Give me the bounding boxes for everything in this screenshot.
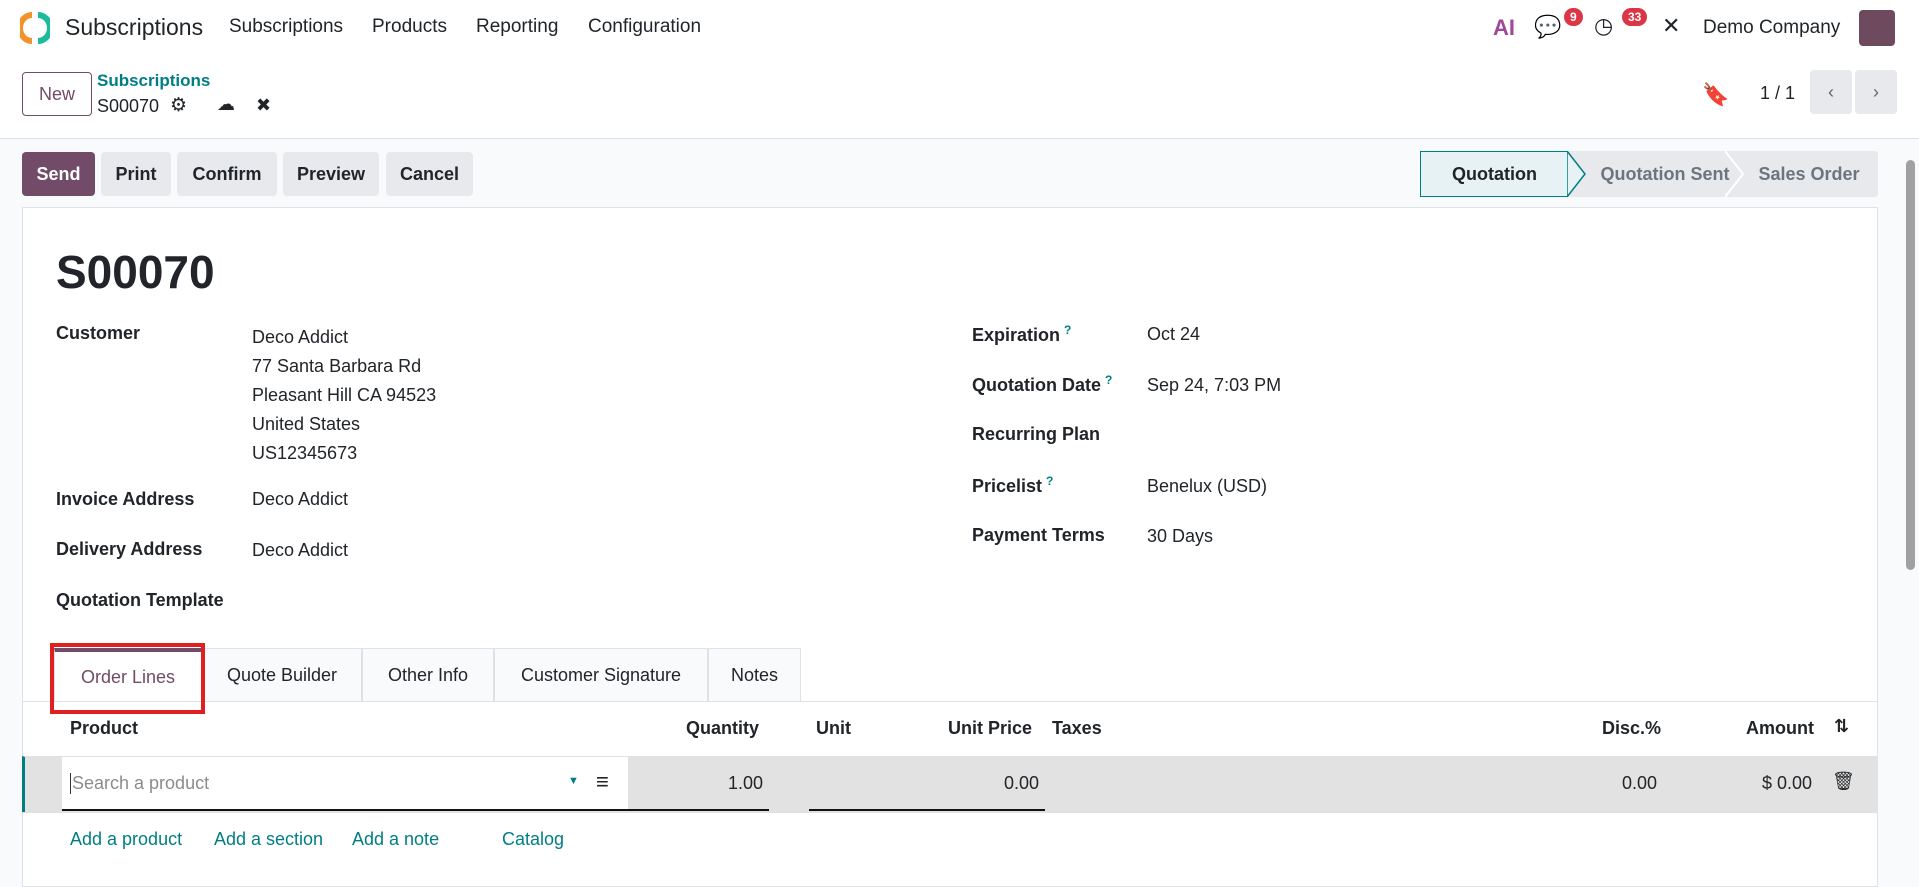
discard-icon[interactable]: ✖ [256, 95, 272, 115]
control-panel: New Subscriptions S00070 ⚙ ☁ ✖ 🔖 1 / 1 ‹… [0, 56, 1919, 139]
quotation-date-label: Quotation Date? [972, 373, 1113, 395]
column-taxes[interactable]: Taxes [1052, 718, 1102, 738]
customer-street: 77 Santa Barbara Rd [252, 356, 422, 376]
menu-subscriptions[interactable]: Subscriptions [229, 16, 344, 37]
bookmark-icon[interactable]: 🔖 [1702, 82, 1730, 107]
subscriptions-logo-icon[interactable] [20, 12, 50, 44]
quantity-field[interactable]: 1.00 [628, 757, 769, 811]
amount-value: $ 0.00 [1762, 773, 1813, 793]
product-placeholder: Search a product [70, 773, 210, 794]
next-record-button[interactable]: › [1855, 70, 1897, 114]
help-icon[interactable]: ? [1046, 474, 1054, 488]
pager-value[interactable]: 1 / 1 [1760, 83, 1796, 103]
tab-quote-builder[interactable]: Quote Builder [202, 648, 362, 702]
customer-vat: US12345673 [252, 443, 358, 463]
delivery-address-label: Delivery Address [56, 539, 203, 559]
customer-label: Customer [56, 323, 141, 343]
stage-sales-order[interactable]: Sales Order [1758, 163, 1860, 184]
statusbar: Quotation Quotation Sent Sales Order [1420, 151, 1878, 197]
stage-quotation-sent[interactable]: Quotation Sent [1600, 163, 1730, 184]
breadcrumb-subscriptions[interactable]: Subscriptions [97, 71, 211, 90]
trash-icon[interactable]: 🗑 [1832, 771, 1855, 791]
row-divider [22, 812, 1878, 813]
customer-field[interactable]: Deco Addict 77 Santa Barbara Rd Pleasant… [252, 323, 436, 468]
add-note-link[interactable]: Add a note [352, 829, 440, 849]
discount-field[interactable]: 0.00 [1622, 773, 1658, 793]
column-product[interactable]: Product [70, 718, 139, 738]
record-name: S00070 [97, 96, 160, 116]
invoice-address-field[interactable]: Deco Addict [252, 489, 349, 509]
pricelist-field[interactable]: Benelux (USD) [1147, 476, 1268, 496]
messages-badge: 9 [1564, 8, 1583, 26]
quotation-template-field[interactable] [252, 588, 852, 616]
expiration-field[interactable]: Oct 24 [1147, 324, 1201, 344]
tabs-divider [22, 701, 1878, 702]
catalog-link[interactable]: Catalog [502, 829, 565, 849]
new-button[interactable]: New [22, 72, 92, 116]
preview-button[interactable]: Preview [283, 152, 379, 196]
record-title: S00070 [56, 246, 215, 298]
help-icon[interactable]: ? [1105, 373, 1113, 387]
tab-order-lines[interactable]: Order Lines [54, 648, 202, 702]
menu-reporting[interactable]: Reporting [476, 16, 559, 37]
payment-terms-field[interactable]: 30 Days [1147, 526, 1214, 546]
pricelist-label: Pricelist? [972, 474, 1054, 496]
product-search-input[interactable]: Search a product ▼ ≡ [62, 757, 628, 811]
tab-other-info[interactable]: Other Info [362, 648, 494, 702]
optional-columns-icon[interactable]: ⇅ [1834, 716, 1850, 736]
unit-price-field[interactable]: 0.00 [809, 757, 1045, 811]
menu-products[interactable]: Products [372, 16, 447, 37]
menu-configuration[interactable]: Configuration [588, 16, 702, 37]
tab-customer-signature[interactable]: Customer Signature [494, 648, 708, 702]
gear-icon[interactable]: ⚙ [170, 95, 188, 116]
previous-record-button[interactable]: ‹ [1810, 70, 1852, 114]
save-cloud-icon[interactable]: ☁ [217, 94, 235, 114]
column-unit-price[interactable]: Unit Price [948, 718, 1033, 738]
activities-badge: 33 [1622, 8, 1648, 26]
add-section-link[interactable]: Add a section [214, 829, 324, 849]
customer-country: United States [252, 414, 361, 434]
messages-icon[interactable]: 💬 [1534, 14, 1562, 39]
tab-notes[interactable]: Notes [708, 648, 801, 702]
quotation-date-field[interactable]: Sep 24, 7:03 PM [1147, 375, 1282, 395]
payment-terms-label: Payment Terms [972, 525, 1105, 545]
column-discount[interactable]: Disc.% [1602, 718, 1662, 738]
confirm-button[interactable]: Confirm [177, 152, 277, 196]
scrollbar[interactable] [1906, 160, 1915, 570]
stage-arrow [1567, 151, 1586, 197]
activities-clock-icon[interactable]: ◷ [1594, 13, 1614, 38]
invoice-address-label: Invoice Address [56, 489, 195, 509]
recurring-plan-field[interactable] [1147, 420, 1747, 448]
add-product-link[interactable]: Add a product [70, 829, 183, 849]
help-icon[interactable]: ? [1064, 323, 1072, 337]
customer-name[interactable]: Deco Addict [252, 327, 349, 347]
ai-icon[interactable]: AI [1493, 15, 1515, 40]
column-unit[interactable]: Unit [816, 718, 851, 738]
company-switcher[interactable]: Demo Company [1703, 17, 1841, 38]
list-menu-icon[interactable]: ≡ [596, 769, 609, 794]
stage-quotation[interactable]: Quotation [1420, 151, 1568, 197]
top-navbar: Subscriptions Subscriptions Products Rep… [0, 0, 1919, 56]
column-amount[interactable]: Amount [1746, 718, 1814, 738]
debug-tools-icon[interactable]: ✕ [1662, 13, 1681, 38]
send-button[interactable]: Send [22, 152, 95, 196]
recurring-plan-label: Recurring Plan [972, 424, 1101, 444]
highlight-box [50, 643, 205, 714]
expiration-label: Expiration? [972, 323, 1072, 345]
user-avatar[interactable] [1859, 10, 1895, 46]
stage-arrow [1725, 151, 1745, 197]
column-quantity[interactable]: Quantity [686, 718, 760, 738]
customer-city: Pleasant Hill CA 94523 [252, 385, 437, 405]
print-button[interactable]: Print [101, 152, 171, 196]
app-title: Subscriptions [65, 14, 204, 40]
caret-down-icon[interactable]: ▼ [568, 775, 579, 787]
delivery-address-field[interactable]: Deco Addict [252, 540, 349, 560]
quotation-template-label: Quotation Template [56, 590, 224, 610]
cancel-button[interactable]: Cancel [386, 152, 473, 196]
